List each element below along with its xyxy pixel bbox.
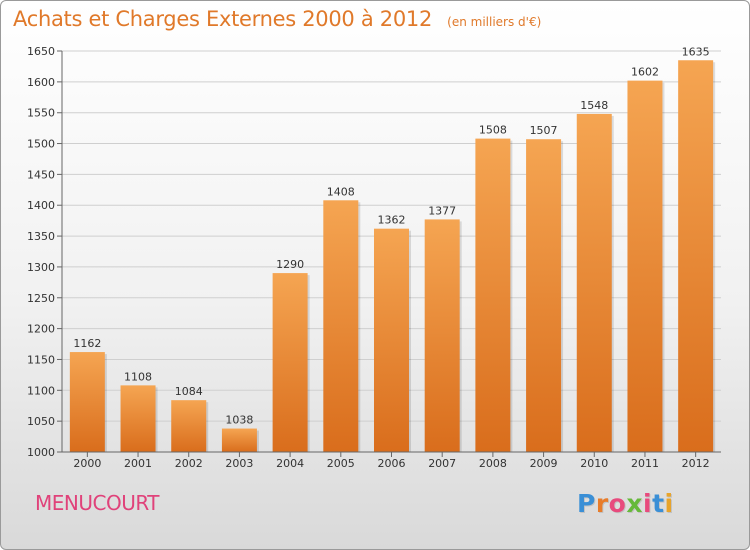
bar-value-label: 1362 <box>378 214 406 227</box>
logo-letter: o <box>608 489 627 518</box>
y-tick-label: 1350 <box>27 230 55 243</box>
bar <box>374 228 409 452</box>
y-tick-label: 1650 <box>27 45 55 58</box>
y-tick-label: 1300 <box>27 261 55 274</box>
x-tick-label: 2010 <box>580 457 608 470</box>
bar <box>272 273 308 452</box>
x-tick-label: 2004 <box>276 457 304 470</box>
bar <box>424 219 460 452</box>
axes: 1000 1050 1100 1150 1200 1250 1300 1350 1400 1450… <box>27 45 721 470</box>
x-tick-label: 2002 <box>175 457 203 470</box>
bar-value-label: 1290 <box>276 258 304 271</box>
y-tick-label: 1400 <box>27 199 55 212</box>
bar <box>171 400 207 452</box>
y-tick-label: 1200 <box>27 323 55 336</box>
bar-value-label: 1507 <box>530 124 558 137</box>
bar-value-label: 1084 <box>175 385 203 398</box>
proxiti-logo[interactable]: Proxiti <box>577 489 674 518</box>
x-tick-label: 2000 <box>73 457 101 470</box>
y-tick-label: 1550 <box>27 107 55 120</box>
y-tick-label: 1000 <box>27 446 55 459</box>
x-tick-label: 2011 <box>631 457 659 470</box>
bar <box>120 385 156 452</box>
bar-value-label: 1508 <box>479 124 507 137</box>
x-tick-label: 2007 <box>428 457 456 470</box>
x-tick-label: 2009 <box>530 457 558 470</box>
bar <box>576 113 612 453</box>
logo-letter: x <box>626 489 643 518</box>
x-tick-label: 2006 <box>378 457 406 470</box>
y-tick-label: 1050 <box>27 415 55 428</box>
bar <box>475 138 511 452</box>
chart-unit: (en milliers d'€) <box>447 15 542 29</box>
x-tick-label: 2008 <box>479 457 507 470</box>
bar-value-label: 1162 <box>73 337 101 350</box>
y-tick-label: 1450 <box>27 168 55 181</box>
x-tick-label: 2012 <box>682 457 710 470</box>
bar <box>526 139 562 452</box>
bar-value-label: 1408 <box>327 185 355 198</box>
logo-letter: r <box>595 489 609 518</box>
y-tick-label: 1250 <box>27 292 55 305</box>
y-tick-label: 1100 <box>27 384 55 397</box>
bars: 1162 1108 1084 1038 1290 1408 1362 1377 1508 1507… <box>69 45 716 453</box>
bar-value-label: 1377 <box>428 204 456 217</box>
bar-value-label: 1548 <box>580 99 608 112</box>
bar <box>323 200 359 452</box>
bar <box>69 352 105 452</box>
bar-value-label: 1038 <box>225 414 253 427</box>
bar <box>221 428 257 452</box>
bar <box>627 80 663 452</box>
bar-value-label: 1602 <box>631 66 659 79</box>
place-name: MENUCOURT <box>35 491 160 515</box>
logo-letter: t <box>652 489 665 518</box>
y-tick-label: 1150 <box>27 353 55 366</box>
x-tick-label: 2001 <box>124 457 152 470</box>
logo-letter: i <box>643 489 653 518</box>
x-tick-label: 2005 <box>327 457 355 470</box>
bar-value-label: 1108 <box>124 370 152 383</box>
chart-title: Achats et Charges Externes 2000 à 2012 <box>13 7 433 31</box>
logo-letter: P <box>577 489 596 518</box>
bar <box>678 60 714 452</box>
y-tick-label: 1600 <box>27 76 55 89</box>
bar-value-label: 1635 <box>682 45 710 58</box>
x-tick-label: 2003 <box>225 457 253 470</box>
title-row: Achats et Charges Externes 2000 à 2012 (… <box>13 7 541 31</box>
logo-letter: i <box>664 489 674 518</box>
y-tick-label: 1500 <box>27 138 55 151</box>
